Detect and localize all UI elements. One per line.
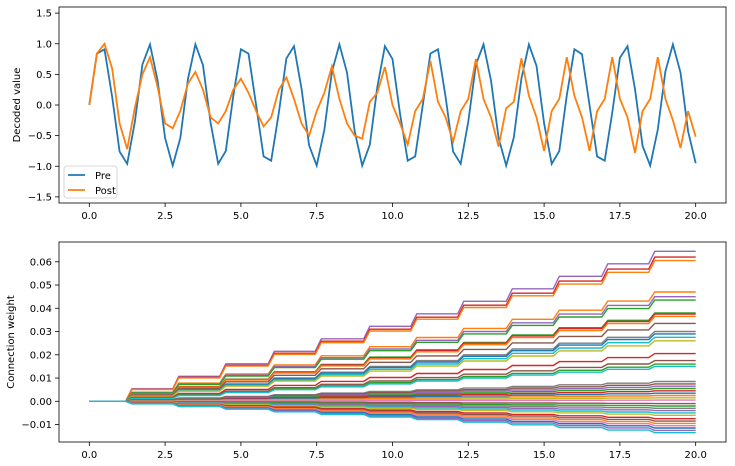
x-tick-label: 15.0 <box>533 211 555 222</box>
decoded-ticks: 0.0 2.5 5.0 7.5 10.0 12.5 15.0 17.5 20.0 −1.5 −1.0… <box>28 9 707 222</box>
weights-ticks: 0.0 2.5 5.0 7.5 10.0 12.5 15.0 17.5 20.0 −0.01 0.0… <box>21 257 706 461</box>
weight-trace-0 <box>89 250 696 402</box>
x-tick-label: 15.0 <box>533 450 555 461</box>
decoded-plot-area <box>58 6 727 204</box>
y-tick-label: 0.01 <box>30 374 52 385</box>
x-tick-label: 5.0 <box>233 450 249 461</box>
y-tick-label: 1.5 <box>36 9 52 20</box>
weight-trace-3 <box>89 291 696 402</box>
x-tick-label: 0.0 <box>81 211 97 222</box>
decoded-y-axis-label: Decoded value <box>12 68 23 143</box>
x-tick-label: 10.0 <box>381 211 403 222</box>
y-tick-label: 0.02 <box>30 350 52 361</box>
x-tick-label: 5.0 <box>233 211 249 222</box>
y-tick-label: 0.5 <box>36 70 52 81</box>
x-tick-label: 2.5 <box>157 211 173 222</box>
weights-series-layer <box>89 250 696 434</box>
y-tick-label: 0.00 <box>30 397 52 408</box>
weight-trace-2 <box>89 259 696 402</box>
y-tick-label: 0.04 <box>30 304 52 315</box>
y-tick-label: 1.0 <box>36 39 52 50</box>
connection-weight-panel: 0.0 2.5 5.0 7.5 10.0 12.5 15.0 17.5 20.0 −0.01 0.0… <box>6 241 727 461</box>
weight-trace-5 <box>89 299 696 402</box>
x-tick-label: 17.5 <box>609 450 631 461</box>
legend-post-label: Post <box>95 186 116 197</box>
x-tick-label: 20.0 <box>685 211 707 222</box>
x-tick-label: 20.0 <box>685 450 707 461</box>
decoded-series-layer <box>88 40 697 170</box>
x-tick-label: 12.5 <box>457 211 479 222</box>
weight-trace-17 <box>89 365 696 402</box>
y-tick-label: 0.0 <box>36 101 52 112</box>
x-tick-label: 7.5 <box>309 211 325 222</box>
weight-trace-39 <box>89 400 696 434</box>
series-line-pre <box>88 40 697 170</box>
y-tick-label: −0.5 <box>28 131 52 142</box>
x-tick-label: 12.5 <box>457 450 479 461</box>
weights-plot-area <box>58 241 727 443</box>
decoded-value-panel: 0.0 2.5 5.0 7.5 10.0 12.5 15.0 17.5 20.0 −1.5 −1.0… <box>12 6 727 222</box>
weight-trace-9 <box>89 322 696 402</box>
weight-trace-13 <box>89 340 696 402</box>
y-tick-label: 0.05 <box>30 281 52 292</box>
y-tick-label: 0.06 <box>30 257 52 268</box>
x-tick-label: 2.5 <box>157 450 173 461</box>
weight-trace-14 <box>89 352 696 402</box>
x-tick-label: 7.5 <box>309 450 325 461</box>
x-tick-label: 0.0 <box>81 450 97 461</box>
y-tick-label: −1.5 <box>28 192 52 203</box>
x-tick-label: 10.0 <box>381 450 403 461</box>
weights-y-axis-label: Connection weight <box>6 295 17 389</box>
decoded-legend: Pre Post <box>63 165 118 199</box>
y-tick-label: −1.0 <box>28 162 52 173</box>
y-tick-label: 0.03 <box>30 327 52 338</box>
weight-trace-8 <box>89 315 696 402</box>
x-tick-label: 17.5 <box>609 211 631 222</box>
y-tick-label: −0.01 <box>21 420 52 431</box>
series-line-post <box>88 41 697 153</box>
legend-pre-label: Pre <box>95 171 111 182</box>
